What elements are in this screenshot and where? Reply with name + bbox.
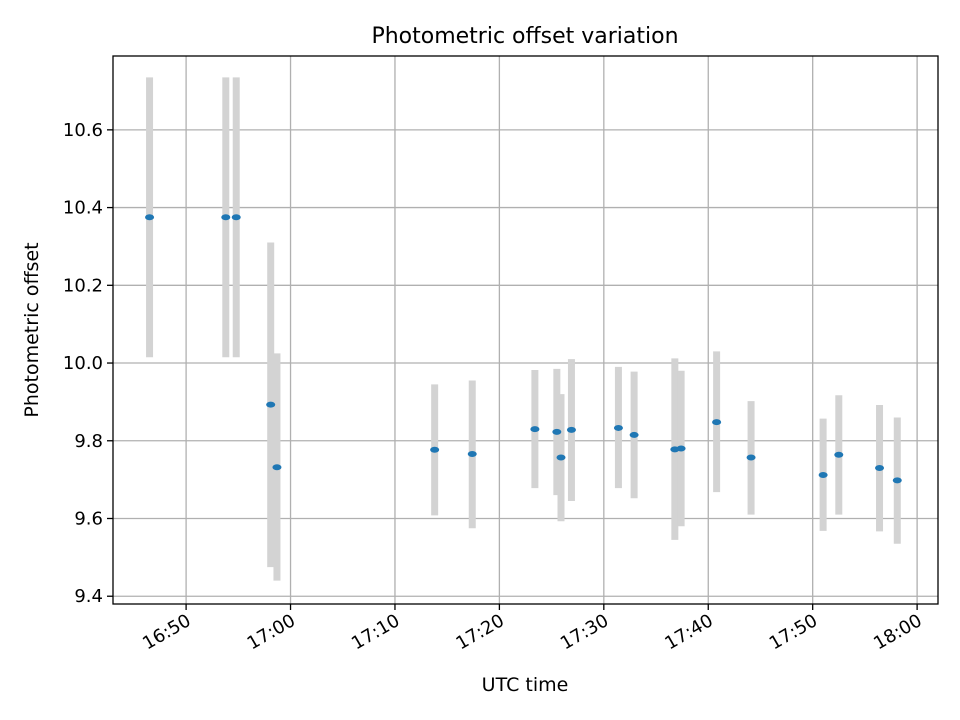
- y-tick-label: 9.6: [74, 508, 103, 529]
- data-point: [629, 431, 639, 438]
- data-point: [746, 454, 756, 461]
- data-point: [530, 426, 540, 433]
- plot-frame: [112, 55, 939, 605]
- data-point: [430, 446, 440, 453]
- data-point: [552, 428, 562, 435]
- y-axis-title: Photometric offset: [21, 242, 43, 417]
- grid-lines: [113, 56, 938, 604]
- data-point: [272, 464, 282, 471]
- data-point: [231, 214, 241, 221]
- y-tick-label: 10.2: [63, 275, 103, 296]
- data-point: [145, 214, 155, 221]
- data-point: [266, 401, 276, 408]
- data-points: [145, 214, 902, 484]
- data-point: [221, 214, 231, 221]
- x-axis-title: UTC time: [482, 674, 569, 696]
- y-tick-label: 10.0: [63, 353, 103, 374]
- y-tick-label: 10.4: [63, 198, 103, 219]
- data-point: [467, 450, 477, 457]
- data-point: [834, 451, 844, 458]
- data-point: [613, 424, 623, 431]
- data-point: [712, 419, 722, 426]
- y-axis-ticks: 9.4 9.6 9.8 10.0 10.2 10.4 10.6: [63, 120, 113, 607]
- data-point: [556, 454, 566, 461]
- y-tick-label: 10.6: [63, 120, 103, 141]
- data-point: [676, 445, 686, 452]
- data-point: [566, 426, 576, 433]
- y-tick-label: 9.4: [74, 586, 103, 607]
- data-point: [892, 477, 902, 484]
- data-point: [818, 471, 828, 478]
- chart-title: Photometric offset variation: [371, 24, 678, 49]
- data-point: [875, 464, 885, 471]
- y-tick-label: 9.8: [74, 431, 103, 452]
